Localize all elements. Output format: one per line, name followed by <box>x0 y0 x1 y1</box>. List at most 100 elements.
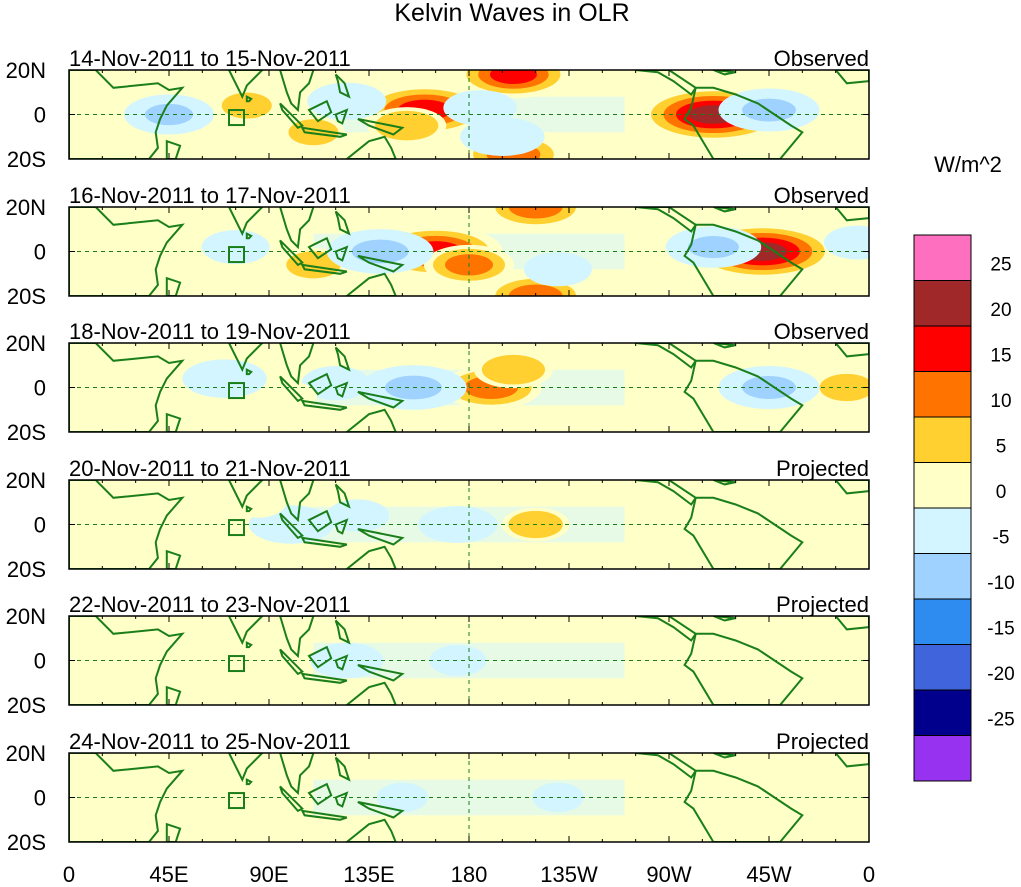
coastline-7 <box>307 99 333 123</box>
coastline-16 <box>834 343 869 358</box>
panel-3: 20N 0 20S 18-Nov-2011 to 19-Nov-2011 Observe… <box>6 319 870 445</box>
coastline-10 <box>334 483 351 509</box>
colorbar-swatch-10 <box>913 644 972 691</box>
coastlines <box>69 753 869 842</box>
coastline-6 <box>279 102 304 130</box>
coastline-10 <box>334 619 351 645</box>
panel-status: Observed <box>774 46 869 71</box>
coastline-9 <box>334 518 349 535</box>
anomaly-blob-4-level-1 <box>157 512 203 537</box>
coastline-8 <box>300 263 348 275</box>
coastline-13 <box>635 753 698 779</box>
x-tick-label: 45E <box>149 862 188 887</box>
panel-2: 20N 0 20S 16-Nov-2011 to 17-Nov-2011 Observe… <box>6 183 870 309</box>
x-tick-label: 90W <box>646 862 691 887</box>
anomaly-field <box>124 70 820 159</box>
colorbar-swatch-5 <box>913 416 972 463</box>
colorbar-swatch-3 <box>913 325 972 372</box>
colorbar-tick-label: 20 <box>990 300 1011 321</box>
coastline-5 <box>279 70 315 113</box>
coastline-8 <box>300 536 348 548</box>
coastline-3 <box>227 70 264 100</box>
anomaly-blob-3-level-1 <box>819 373 869 402</box>
colorbar-swatch-4 <box>913 371 972 418</box>
coastline-11 <box>357 801 405 819</box>
colorbar-tick-label: 5 <box>996 437 1007 458</box>
coastline-6 <box>279 648 304 676</box>
anomaly-blob-5-level-1 <box>139 667 177 690</box>
coastline-6 <box>279 512 304 540</box>
coastline-10 <box>334 210 351 236</box>
colorbar-swatch-1 <box>913 234 972 281</box>
panel-date-range: 24-Nov-2011 to 25-Nov-2011 <box>69 729 351 754</box>
anomaly-blob-11-level-1 <box>468 121 537 153</box>
coastline-1 <box>69 480 185 569</box>
coastline-14 <box>683 86 804 159</box>
coastline-7 <box>307 372 333 396</box>
x-tick-label: 45W <box>746 862 791 887</box>
y-tick-label: 20S <box>7 830 46 855</box>
colorbar-swatch-8 <box>913 553 972 600</box>
panel-status: Projected <box>776 592 869 617</box>
colorbar-swatch-9 <box>913 598 972 645</box>
coastline-12 <box>345 545 397 569</box>
coastline-3 <box>227 343 264 373</box>
y-tick-label: 20N <box>6 468 46 493</box>
y-tick-label: 20N <box>6 195 46 220</box>
coastline-16 <box>834 616 869 631</box>
colorbar-swatch-6 <box>913 462 972 509</box>
anomaly-blob-6-level-1 <box>235 489 281 515</box>
coastline-5 <box>279 480 315 523</box>
x-tick-label: 90E <box>249 862 288 887</box>
coastline-3 <box>227 616 264 646</box>
anomaly-blob-8-level-1 <box>270 384 312 409</box>
coastline-13 <box>635 480 698 506</box>
coastline-13 <box>635 343 698 369</box>
coastline-8 <box>300 672 348 684</box>
y-tick-label: 20S <box>7 557 46 582</box>
coastline-15 <box>713 753 736 759</box>
coastline-14 <box>683 496 804 569</box>
coastline-15 <box>713 70 736 76</box>
anomaly-blob-2-level-1 <box>481 354 546 385</box>
coastline-5 <box>279 616 315 659</box>
y-tick-label: 0 <box>34 376 46 401</box>
coastline-13 <box>635 70 698 96</box>
coastline-7 <box>307 509 333 533</box>
coastline-7 <box>307 645 333 669</box>
y-tick-label: 20S <box>7 420 46 445</box>
y-tick-label: 20N <box>6 741 46 766</box>
coastline-14 <box>683 632 804 705</box>
panel-5: 20N 0 20S 22-Nov-2011 to 23-Nov-2011 Project… <box>6 592 870 718</box>
coastline-12 <box>345 272 397 296</box>
y-tick-label: 0 <box>34 649 46 674</box>
panel-6: 20N 0 20S 24-Nov-2011 to 25-Nov-2011 Project… <box>6 729 870 855</box>
panel-date-range: 18-Nov-2011 to 19-Nov-2011 <box>69 319 351 344</box>
coastline-8 <box>300 399 348 411</box>
marker-box <box>228 382 245 400</box>
y-tick-label: 20N <box>6 58 46 83</box>
y-tick-label: 0 <box>34 786 46 811</box>
anomaly-blob-3-level-2 <box>508 207 563 219</box>
coastline-9 <box>334 654 349 671</box>
coastline-12 <box>345 818 397 842</box>
anomaly-blob-11-level-1 <box>830 229 869 257</box>
coastline-4 <box>245 368 253 376</box>
coastline-5 <box>279 343 315 386</box>
coastline-14 <box>683 223 804 296</box>
coastline-11 <box>357 390 405 409</box>
coastline-16 <box>834 70 869 85</box>
colorbar-swatch-2 <box>913 280 972 327</box>
coastline-8 <box>300 126 348 138</box>
coastline-9 <box>334 791 349 808</box>
coastline-1 <box>69 753 185 842</box>
y-tick-label: 20N <box>6 331 46 356</box>
colorbar-swatch-12 <box>913 735 972 782</box>
colorbar-tick-label: 10 <box>990 391 1011 412</box>
coastline-2 <box>165 822 182 842</box>
anomaly-blob-10-level-1 <box>530 255 586 283</box>
y-tick-label: 0 <box>34 240 46 265</box>
coastlines <box>69 207 869 296</box>
panel-status: Projected <box>776 729 869 754</box>
x-tick-label: 135E <box>343 862 394 887</box>
